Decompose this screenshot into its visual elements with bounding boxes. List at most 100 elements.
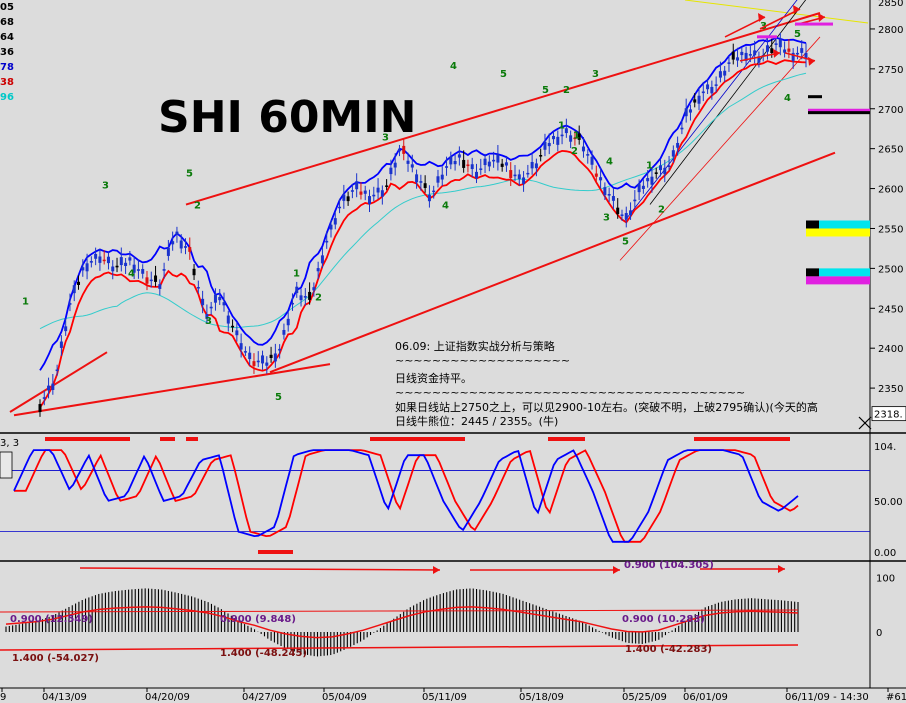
stochastic-k-line bbox=[13, 449, 799, 543]
color-block bbox=[806, 276, 870, 285]
price-bar-body bbox=[205, 314, 209, 319]
left-value-label: 64 bbox=[0, 32, 14, 43]
price-bar-body bbox=[663, 167, 667, 175]
price-bar-body bbox=[389, 167, 393, 175]
price-bar-body bbox=[590, 156, 594, 165]
panel-toggle-button[interactable] bbox=[0, 451, 13, 479]
stochastic-panel bbox=[0, 434, 870, 560]
price-bar-body bbox=[684, 108, 688, 117]
price-bar-body bbox=[316, 268, 320, 272]
x-tick-label: 04/13/09 bbox=[42, 692, 87, 703]
wave-label: 2 bbox=[315, 292, 322, 303]
price-bar-body bbox=[492, 159, 496, 162]
last-price-label: 2318. bbox=[874, 410, 903, 421]
price-bar-body bbox=[141, 268, 145, 274]
chart-title: SHI 60MIN bbox=[158, 92, 416, 143]
y-tick-label: 2500 bbox=[878, 264, 903, 275]
price-bar-body bbox=[581, 146, 585, 152]
price-bar-body bbox=[410, 164, 414, 168]
price-bar-body bbox=[667, 165, 671, 168]
price-bar-body bbox=[620, 214, 624, 216]
wave-label: 1 bbox=[22, 296, 29, 307]
price-bar-body bbox=[397, 149, 401, 152]
price-bar-body bbox=[132, 264, 136, 273]
price-bar-body bbox=[706, 84, 710, 90]
price-bar-body bbox=[231, 325, 235, 328]
price-bar-body bbox=[368, 196, 372, 205]
wave-label: 1 bbox=[573, 130, 580, 141]
arrow-head bbox=[773, 48, 780, 58]
price-bar-body bbox=[569, 135, 573, 142]
y-tick-label: 104. bbox=[874, 442, 896, 453]
price-bar-body bbox=[504, 162, 508, 166]
price-bar-body bbox=[731, 51, 735, 60]
stochastic-marks bbox=[0, 437, 870, 554]
x-tick-label: 04/27/09 bbox=[242, 692, 287, 703]
price-bar-body bbox=[256, 360, 260, 363]
wave-label: 1 bbox=[293, 268, 300, 279]
price-bar-body bbox=[363, 190, 367, 194]
price-bar-body bbox=[183, 246, 187, 248]
price-bar-body bbox=[693, 99, 697, 103]
level-marker bbox=[808, 95, 822, 99]
x-tick-label: 06/01/09 bbox=[683, 692, 728, 703]
price-bar-body bbox=[641, 185, 645, 189]
color-block bbox=[819, 268, 870, 277]
price-bar-body bbox=[718, 71, 722, 78]
price-bar-body bbox=[543, 141, 547, 150]
oscillator-panel bbox=[0, 562, 870, 688]
highlight-bar bbox=[45, 437, 130, 441]
wave-label: 3 bbox=[102, 181, 109, 192]
arrow-line bbox=[759, 8, 801, 30]
price-bar-body bbox=[564, 128, 568, 134]
oscillator-label: 1.400 (-48.245) bbox=[220, 648, 307, 659]
price-bar-body bbox=[77, 281, 81, 285]
price-bar-body bbox=[427, 194, 431, 202]
price-bar-body bbox=[560, 134, 564, 137]
arrow-line bbox=[724, 16, 766, 38]
oscillator-marks: 0.900 (12.549) 1.400 (-54.027) 0.900 (9.84… bbox=[0, 560, 799, 664]
left-value-label: 05 bbox=[0, 2, 14, 13]
price-bar-body bbox=[500, 163, 504, 167]
price-bar-body bbox=[106, 256, 110, 264]
price-bar-body bbox=[800, 48, 804, 53]
annotation-line: 日线牛熊位：2445 / 2355。(牛) bbox=[395, 414, 558, 428]
wave-label: 5 bbox=[275, 392, 282, 403]
price-bar-body bbox=[42, 397, 46, 399]
price-bar-body bbox=[299, 295, 303, 301]
price-bar-body bbox=[740, 51, 744, 56]
annotation-line: ~~~~~~~~~~~~~~~~~~~ bbox=[395, 354, 570, 367]
y-tick-label: 50.00 bbox=[874, 497, 903, 508]
price-bar-body bbox=[778, 39, 782, 48]
trendline bbox=[684, 0, 869, 24]
channel-lower-line bbox=[269, 151, 836, 374]
y-tick-label: 2400 bbox=[878, 344, 903, 355]
price-bar-body bbox=[479, 168, 483, 170]
price-bar-body bbox=[201, 298, 205, 306]
reference-line bbox=[0, 609, 799, 613]
close-icon[interactable] bbox=[858, 416, 872, 430]
wave-label: 2 bbox=[563, 85, 570, 96]
level-marker bbox=[795, 22, 833, 26]
x-tick-label: 04/20/09 bbox=[145, 692, 190, 703]
price-bar-body bbox=[196, 287, 200, 289]
price-bar-body bbox=[192, 268, 196, 276]
y-tick-label: 100 bbox=[876, 573, 895, 584]
price-bar-body bbox=[359, 191, 363, 195]
level-marker bbox=[808, 111, 870, 115]
annotation-line: 06.09: 上证指数实战分析与策略 bbox=[395, 339, 555, 353]
price-bar-body bbox=[278, 348, 282, 351]
price-bar-body bbox=[350, 190, 354, 192]
price-bar-body bbox=[714, 84, 718, 86]
price-bar-body bbox=[783, 49, 787, 53]
y-tick-label: 2450 bbox=[878, 304, 903, 315]
highlight-bar bbox=[160, 437, 175, 441]
price-bar-body bbox=[98, 256, 102, 263]
wave-label: 5 bbox=[794, 29, 801, 40]
price-bar-body bbox=[577, 133, 581, 140]
price-bar-body bbox=[624, 213, 628, 220]
price-bar-body bbox=[239, 343, 243, 350]
wave-label: 4 bbox=[128, 268, 135, 279]
highlight-bar bbox=[548, 437, 585, 441]
highlight-bar bbox=[694, 437, 790, 441]
